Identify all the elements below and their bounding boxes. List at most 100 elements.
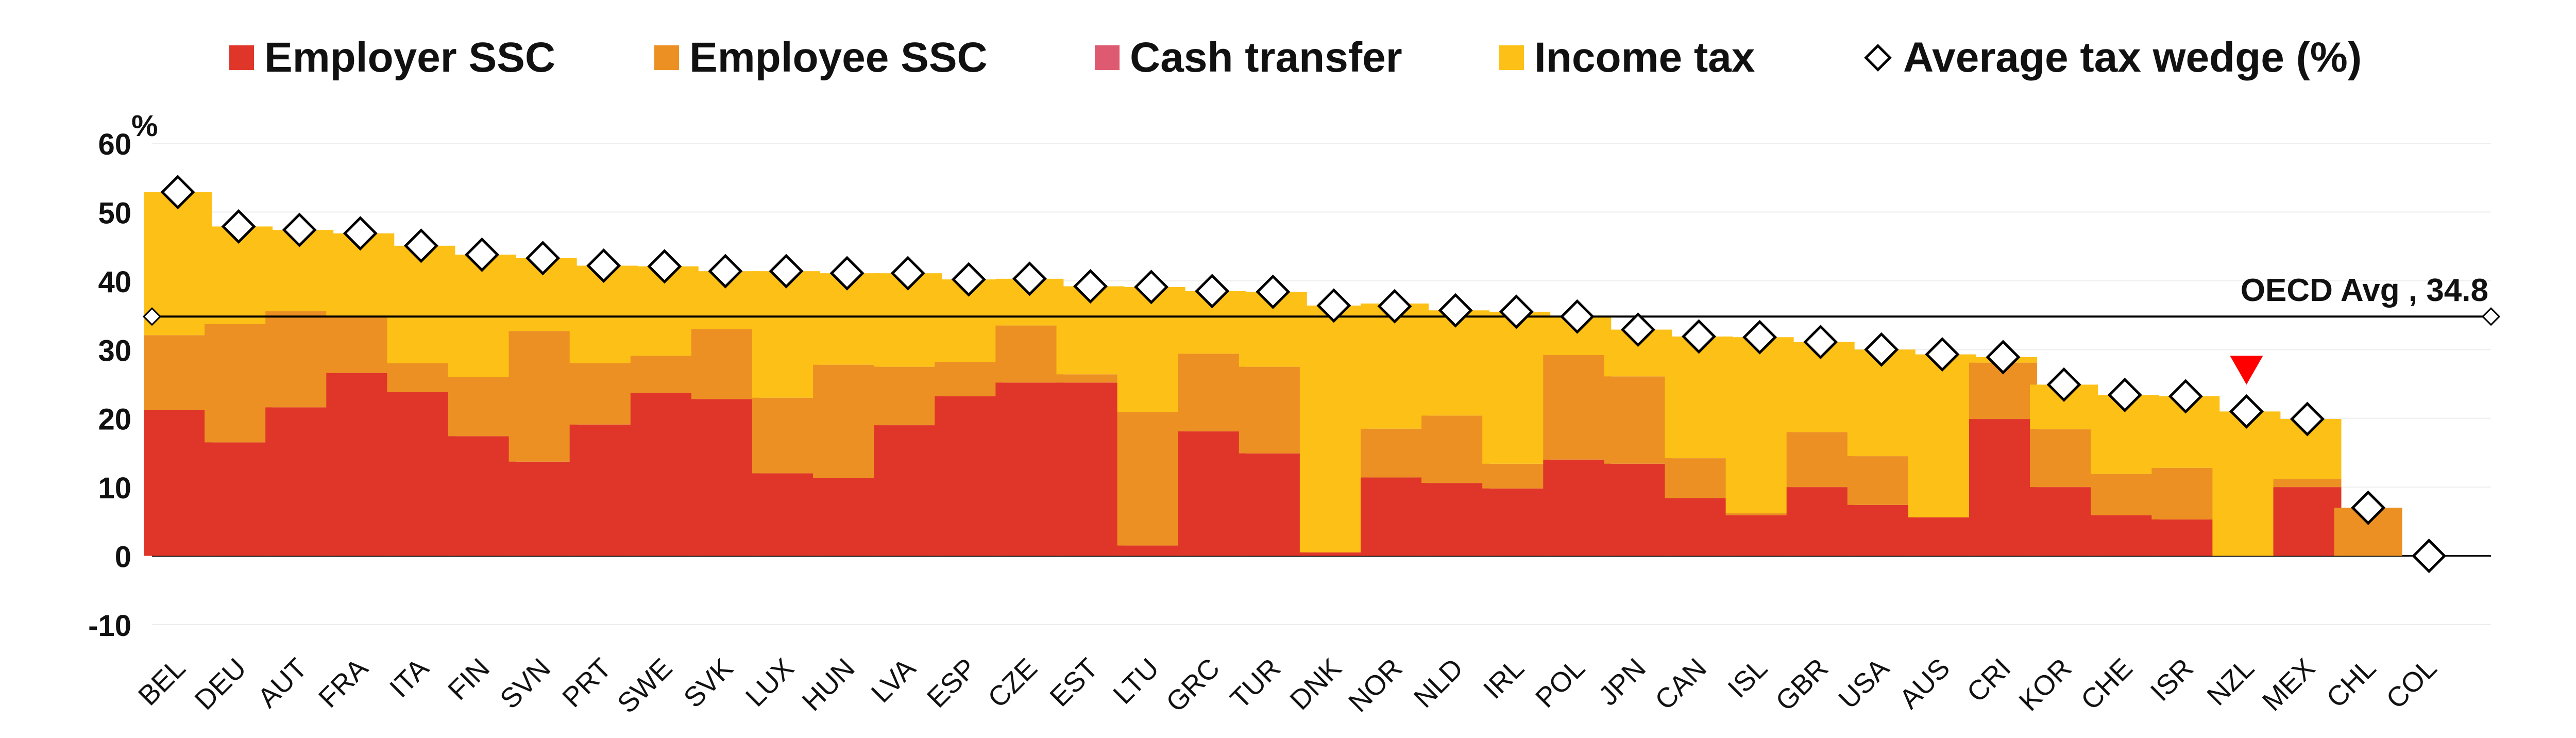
bar-segment-employee-ssc — [1178, 354, 1246, 432]
x-tick-label: SVK — [678, 652, 739, 714]
bar-segment-employee-ssc — [569, 363, 638, 425]
bar-segment-employee-ssc — [1421, 415, 1490, 483]
tax-wedge-point — [1316, 288, 1351, 323]
legend-label-employer-ssc: Employer SSC — [264, 34, 556, 81]
x-tick-label: IRL — [1478, 652, 1530, 705]
bar-mex — [2273, 419, 2342, 556]
tax-wedge-point — [1925, 337, 1960, 372]
tax-wedge-point — [1560, 299, 1595, 334]
tax-wedge-point — [464, 237, 500, 272]
y-tick-label: 40 — [98, 265, 131, 299]
bar-segment-employer-ssc — [1665, 498, 1733, 556]
tax-wedge-point — [526, 241, 561, 276]
highlight-marker-icon — [2230, 356, 2263, 385]
bar-segment-employee-ssc — [1361, 428, 1429, 478]
bar-segment-employer-ssc — [2151, 519, 2220, 556]
bar-segment-income-tax — [1299, 305, 1368, 552]
x-tick-label: CZE — [982, 652, 1043, 714]
tax-wedge-point — [160, 175, 195, 210]
legend-item-cash-transfer: Cash transfer — [1095, 32, 1402, 83]
bar-segment-employer-ssc — [1604, 463, 1672, 556]
bar-isr — [2151, 396, 2220, 556]
bar-tur — [1239, 292, 1307, 556]
y-axis: -10 0 10 20 30 40 50 60% — [88, 109, 158, 643]
y-tick-label: 60 — [98, 128, 131, 161]
x-tick-label: PRT — [556, 652, 617, 713]
x-tick-label: JPN — [1592, 652, 1652, 712]
bar-segment-employee-ssc — [2030, 429, 2098, 488]
tax-wedge-point — [769, 254, 804, 289]
bar-segment-employee-ssc — [995, 325, 1064, 383]
bar-segment-employee-ssc — [1786, 432, 1855, 488]
bar-segment-employer-ssc — [387, 392, 455, 556]
y-tick-label: 20 — [98, 403, 131, 437]
bar-segment-employee-ssc — [2273, 479, 2342, 488]
bar-segment-employer-ssc — [509, 461, 577, 556]
x-tick-label: COL — [2380, 652, 2443, 715]
bar-segment-employer-ssc — [1786, 487, 1855, 556]
bar-segment-employer-ssc — [2091, 515, 2159, 556]
chart-legend: Employer SSC Employee SSC Cash transfer … — [0, 32, 2576, 83]
bar-segment-employer-ssc — [691, 399, 759, 556]
bar-che — [2091, 395, 2159, 556]
oecd-average: OECD Avg , 34.8 — [142, 273, 2501, 326]
x-tick-label: ISL — [1722, 652, 1773, 704]
oecd-average-end-marker — [2481, 307, 2501, 326]
x-tick-label: KOR — [2013, 652, 2077, 717]
bar-segment-employee-ssc — [1482, 463, 1551, 489]
bar-segment-employer-ssc — [630, 393, 699, 556]
y-unit-label: % — [131, 109, 158, 143]
legend-item-income-tax: Income tax — [1499, 32, 1755, 83]
legend-label-cash-transfer: Cash transfer — [1130, 34, 1402, 81]
bar-segment-employer-ssc — [1056, 382, 1125, 556]
x-tick-label: AUS — [1893, 652, 1956, 715]
tax-wedge-point — [1681, 319, 1717, 354]
bar-esp — [935, 279, 1003, 556]
bar-irl — [1482, 311, 1551, 556]
bar-dnk — [1299, 305, 1368, 556]
bar-segment-income-tax — [1908, 354, 1976, 517]
bar-swe — [630, 266, 699, 556]
bar-segment-employer-ssc — [265, 407, 334, 556]
tax-wedge-point — [1499, 294, 1534, 329]
tax-wedge-point — [951, 262, 986, 297]
bar-segment-employer-ssc — [935, 396, 1003, 556]
bar-segment-employer-ssc — [205, 442, 273, 556]
tax-wedge-point — [2412, 539, 2447, 574]
bar-segment-employee-ssc — [691, 329, 759, 399]
bar-segment-employee-ssc — [1604, 376, 1672, 464]
bar-segment-employer-ssc — [144, 410, 212, 556]
bar-ltu — [1117, 287, 1185, 556]
bar-lux — [752, 271, 820, 556]
y-tick-label: 10 — [98, 472, 131, 505]
bar-segment-employee-ssc — [1665, 458, 1733, 498]
bar-segment-employer-ssc — [569, 424, 638, 556]
tax-wedge-point — [647, 249, 682, 284]
x-tick-label: LTU — [1107, 652, 1165, 710]
bar-segment-employee-ssc — [1847, 456, 1916, 505]
bar-segment-employee-ssc — [2151, 467, 2220, 519]
tax-wedge-point — [1438, 293, 1473, 328]
bar-lva — [874, 273, 942, 556]
bar-segment-employee-ssc — [144, 335, 212, 410]
x-tick-label: ISR — [2145, 652, 2199, 707]
bar-segment-employer-ssc — [1482, 488, 1551, 556]
tax-wedge-point — [343, 216, 378, 251]
bar-segment-income-tax — [1665, 336, 1733, 459]
bar-aus — [1908, 354, 1976, 556]
tax-wedge-point — [1256, 274, 1291, 309]
bar-segment-employee-ssc — [1239, 366, 1307, 454]
tax-wedge-point — [403, 228, 438, 263]
x-tick-label: TUR — [1224, 652, 1286, 715]
tax-wedge-point — [1377, 289, 1412, 324]
x-tick-label: NZL — [2201, 652, 2260, 712]
oecd-average-end-marker — [142, 307, 162, 326]
bar-segment-employer-ssc — [1117, 545, 1185, 556]
legend-swatch-income-tax — [1499, 45, 1524, 70]
bar-segment-employer-ssc — [1725, 515, 1794, 556]
tax-wedge-point — [708, 254, 743, 289]
x-tick-label: POL — [1530, 652, 1591, 714]
tax-wedge-point — [2107, 377, 2142, 412]
bar-segment-employee-ssc — [448, 377, 516, 437]
bar-ita — [387, 245, 455, 556]
